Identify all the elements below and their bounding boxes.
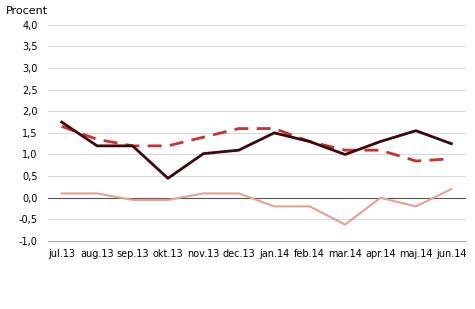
Text: Procent: Procent bbox=[6, 6, 48, 16]
